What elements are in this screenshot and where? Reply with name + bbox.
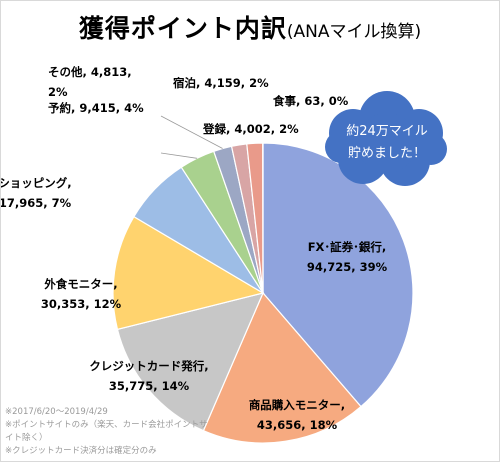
pie-slices	[112, 142, 414, 444]
slice-label: FX･証券･銀行,	[308, 240, 387, 254]
slice-label: 30,353, 12%	[41, 297, 122, 311]
slice-label: クレジットカード発行,	[89, 359, 208, 373]
slice-1	[202, 291, 362, 444]
slice-label: 食事, 63, 0%	[273, 94, 349, 108]
slice-label: 商品購入モニター,	[249, 398, 345, 412]
footnote-scope: ※ポイントサイトのみ（楽天、カード会社ポイントサイト除く）	[5, 420, 208, 443]
slice-FX	[262, 142, 414, 408]
callout-text: 貯めました！	[348, 146, 426, 161]
slice-label: 43,656, 18%	[257, 418, 338, 432]
footnote-credit: ※クレジットカード決済分は確定分のみ	[5, 446, 157, 456]
slice-label: その他, 4,813,	[48, 65, 132, 79]
cloud-shape	[357, 113, 417, 173]
slice-3	[112, 215, 265, 331]
footnote-period: ※2017/6/20～2019/4/29	[5, 407, 108, 417]
slice-labels: FX･証券･銀行, 94,725, 39% 商品購入モニター, 43,656, 18%…	[1, 65, 388, 432]
callout-text: 約24万マイル	[346, 124, 428, 139]
title-sub: (ANAマイル換算)	[286, 22, 422, 42]
slice-label: 予約, 9,415, 4%	[48, 101, 144, 115]
leader-line	[160, 115, 223, 149]
leader-lines	[160, 115, 223, 159]
slice-2	[116, 292, 265, 432]
slice-label: ショッピング,	[1, 176, 72, 190]
slice-label: 登録, 4,002, 2%	[202, 122, 299, 136]
slice-label: 外食モニター,	[43, 277, 117, 291]
chart-title: 獲得ポイント内訳(ANAマイル換算)	[1, 9, 499, 45]
slice-label: 宿泊, 4,159, 2%	[173, 76, 269, 90]
slice-label: 94,725, 39%	[307, 260, 388, 274]
slice-label: 35,775, 14%	[109, 379, 190, 393]
cloud-shape	[325, 131, 357, 163]
leader-line	[160, 152, 198, 159]
slice-label: 2%	[48, 85, 68, 99]
title-main: 獲得ポイント内訳	[78, 14, 287, 43]
footnotes: ※2017/6/20～2019/4/29 ※ポイントサイトのみ（楽天、カード会社…	[5, 406, 215, 458]
slice-label: 17,965, 7%	[1, 196, 72, 210]
cloud-shape	[415, 133, 447, 165]
